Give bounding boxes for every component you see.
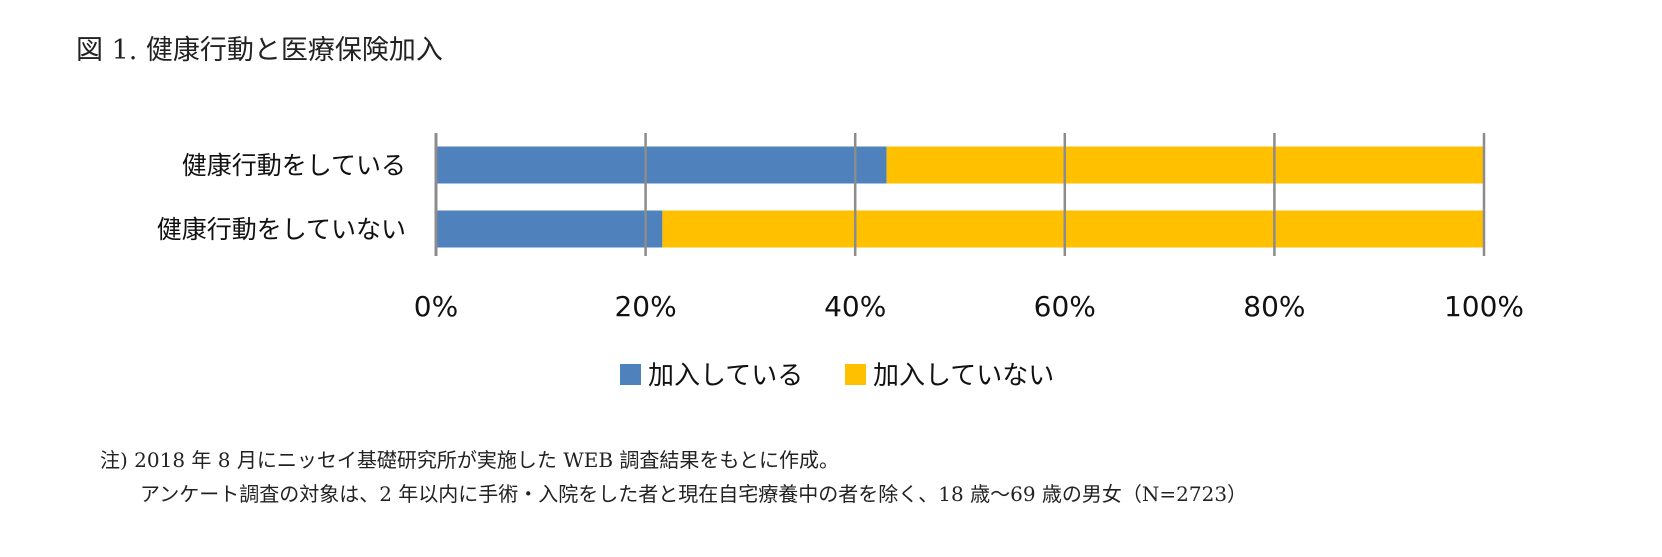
- x-tick-label: 20%: [614, 290, 676, 323]
- legend-swatch-1: [620, 364, 641, 385]
- legend-label-2: 加入していない: [873, 361, 1054, 391]
- legend-swatch-2: [845, 364, 866, 385]
- category-label: 健康行動をしている: [182, 151, 406, 180]
- chart-title: 図 1. 健康行動と医療保険加入: [76, 35, 443, 66]
- bar-2-series-2: [662, 210, 1484, 248]
- x-tick-label: 80%: [1243, 290, 1305, 323]
- x-tick-label: 0%: [414, 290, 458, 323]
- bar-2-series-1: [436, 210, 663, 248]
- legend-label-1: 加入している: [648, 361, 803, 391]
- bar-1-series-1: [436, 146, 887, 184]
- note-line-1: 注) 2018 年 8 月にニッセイ基礎研究所が実施した WEB 調査結果をもと…: [100, 448, 840, 472]
- category-label: 健康行動をしていない: [157, 215, 406, 244]
- x-tick-label: 100%: [1444, 290, 1524, 323]
- chart-notes: 注) 2018 年 8 月にニッセイ基礎研究所が実施した WEB 調査結果をもと…: [100, 443, 1247, 511]
- x-tick-label: 60%: [1034, 290, 1096, 323]
- note-line-2: アンケート調査の対象は、2 年以内に手術・入院をした者と現在自宅療養中の者を除く…: [140, 482, 1248, 506]
- x-tick-label: 40%: [824, 290, 886, 323]
- bar-1-series-2: [886, 146, 1484, 184]
